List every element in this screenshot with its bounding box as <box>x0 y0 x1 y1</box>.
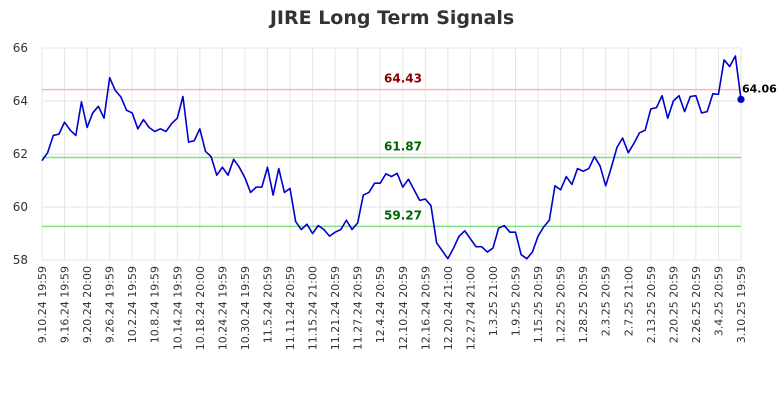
y-tick-label: 58 <box>13 253 28 267</box>
x-tick-label: 10.8.24 19:59 <box>149 266 162 343</box>
x-tick-label: 11.11.24 20:59 <box>284 266 297 350</box>
x-tick-label: 12.27.24 21:00 <box>464 266 477 350</box>
x-tick-label: 1.15.25 20:59 <box>532 266 545 343</box>
reference-line-label: 59.27 <box>384 208 422 222</box>
x-tick-label: 11.5.24 20:59 <box>261 266 274 343</box>
x-tick-label: 10.24.24 19:59 <box>216 266 229 350</box>
x-tick-label: 10.30.24 19:59 <box>239 266 252 350</box>
x-tick-label: 12.10.24 20:59 <box>397 266 410 350</box>
x-tick-label: 11.21.24 20:59 <box>329 266 342 350</box>
x-tick-label: 9.20.24 20:00 <box>81 266 94 343</box>
price-series-line <box>41 55 742 260</box>
x-tick-label: 11.15.24 21:00 <box>307 266 320 350</box>
x-tick-label: 9.26.24 19:59 <box>104 266 117 343</box>
x-tick-label: 1.28.25 20:59 <box>577 266 590 343</box>
x-tick-label: 2.20.25 20:59 <box>667 266 680 343</box>
last-value-point <box>737 95 745 104</box>
x-tick-label: 11.27.24 20:59 <box>352 266 365 350</box>
reference-line-label: 64.43 <box>384 72 422 86</box>
reference-line-label: 61.87 <box>384 139 422 153</box>
x-tick-label: 12.16.24 20:59 <box>419 266 432 350</box>
x-tick-label: 12.20.24 21:00 <box>442 266 455 350</box>
chart-title: JIRE Long Term Signals <box>269 7 515 29</box>
y-tick-label: 66 <box>13 41 28 55</box>
x-tick-label: 2.3.25 20:59 <box>600 266 613 336</box>
y-tick-label: 62 <box>13 147 28 161</box>
y-tick-label: 60 <box>13 200 28 214</box>
x-tick-label: 2.13.25 20:59 <box>645 266 658 343</box>
x-tick-label: 10.2.24 19:59 <box>126 266 139 343</box>
x-tick-label: 3.4.25 20:59 <box>712 266 725 336</box>
x-tick-label: 2.26.25 20:59 <box>690 266 703 343</box>
x-tick-label: 12.4.24 20:59 <box>374 266 387 343</box>
x-tick-label: 1.3.25 21:00 <box>487 266 500 336</box>
last-value-label: 64.06 <box>742 82 777 95</box>
x-tick-label: 9.10.24 19:59 <box>36 266 49 343</box>
x-tick-label: 10.14.24 19:59 <box>171 266 184 350</box>
x-tick-label: 2.7.25 21:00 <box>622 266 635 336</box>
y-tick-label: 64 <box>13 94 28 108</box>
x-tick-label: 1.9.25 20:59 <box>510 266 523 336</box>
x-tick-label: 9.16.24 19:59 <box>59 266 72 343</box>
x-tick-label: 10.18.24 20:00 <box>194 266 207 350</box>
x-tick-label: 1.22.25 20:59 <box>555 266 568 343</box>
x-tick-label: 3.10.25 19:59 <box>735 266 748 343</box>
